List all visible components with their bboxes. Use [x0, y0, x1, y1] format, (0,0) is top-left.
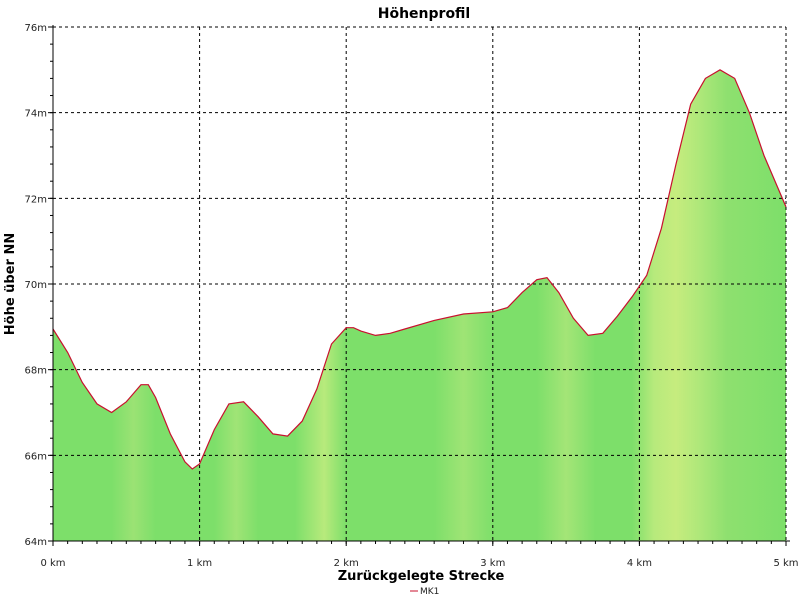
x-tick-label: 3 km	[480, 558, 505, 569]
x-tick-labels: 0 km 1 km 2 km 3 km 4 km 5 km	[40, 558, 798, 569]
series-area-mk1	[53, 69, 786, 542]
x-tick-label: 2 km	[334, 558, 359, 569]
y-tick-labels: 64m 66m 68m 70m 72m 74m 76m	[25, 23, 47, 548]
y-tick-label: 72m	[25, 194, 47, 205]
y-tick-label: 74m	[25, 109, 47, 120]
x-tick-label: 5 km	[773, 558, 798, 569]
series-line-mk1	[52, 69, 787, 470]
y-tick-label: 68m	[25, 366, 47, 377]
chart-title: Höhenprofil	[378, 6, 470, 22]
x-tick-label: 0 km	[40, 558, 65, 569]
y-tick-label: 76m	[25, 23, 47, 34]
legend: MK1	[410, 587, 439, 597]
x-tick-label: 4 km	[627, 558, 652, 569]
y-tick-label: 66m	[25, 451, 47, 462]
x-tick-label: 1 km	[187, 558, 212, 569]
series-line-layer	[52, 69, 787, 470]
y-tick-label: 64m	[25, 537, 47, 548]
legend-label: MK1	[420, 587, 439, 597]
grid-lines	[53, 26, 787, 541]
y-tick-label: 70m	[25, 280, 47, 291]
area-fill	[53, 69, 786, 542]
y-axis-title: Höhe über NN	[3, 233, 18, 335]
axes	[48, 25, 790, 546]
x-axis-title: Zurückgelegte Strecke	[338, 569, 505, 584]
